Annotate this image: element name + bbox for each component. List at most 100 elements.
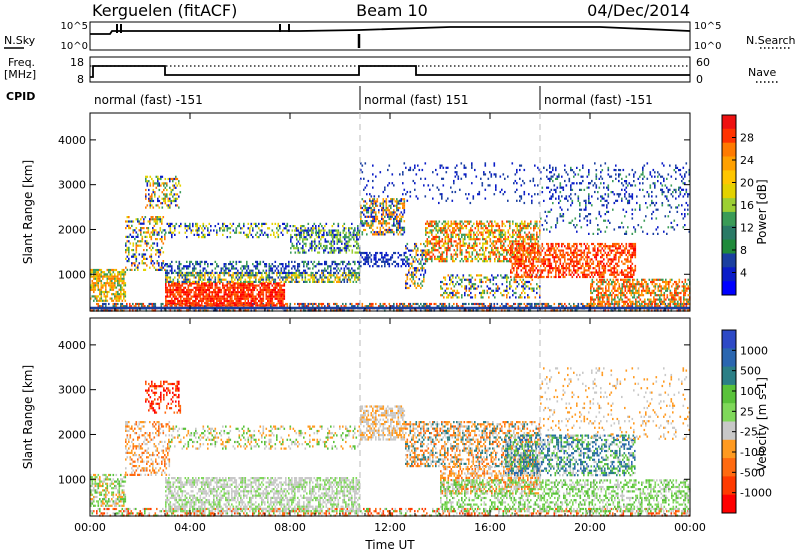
heatmap-cell: [315, 247, 318, 250]
heatmap-cell: [302, 247, 304, 250]
heatmap-cell: [192, 229, 194, 232]
heatmap-cell: [213, 295, 215, 298]
heatmap-cell: [166, 280, 169, 283]
heatmap-cell: [397, 262, 400, 266]
heatmap-cell: [181, 280, 184, 283]
heatmap-cell: [244, 297, 247, 300]
heatmap-cell: [310, 271, 313, 274]
heatmap-cell: [394, 200, 397, 203]
heatmap-cell: [452, 280, 454, 284]
heatmap-cell: [352, 269, 355, 272]
heatmap-cell: [515, 238, 517, 241]
heatmap-cell: [292, 278, 295, 281]
heatmap-cell: [241, 274, 244, 277]
heatmap-cell: [537, 302, 539, 306]
heatmap-cell: [339, 269, 341, 272]
heatmap-cell: [486, 276, 489, 279]
heatmap-cell: [161, 246, 163, 249]
heatmap-cell: [244, 267, 247, 270]
heatmap-cell: [455, 220, 457, 223]
heatmap-cell: [497, 224, 499, 228]
heatmap-cell: [120, 271, 122, 274]
heatmap-cell: [213, 304, 215, 307]
heatmap-cell: [147, 305, 149, 308]
heatmap-cell: [258, 291, 260, 294]
heatmap-cell: [400, 233, 403, 236]
heatmap-cell: [664, 305, 667, 308]
heatmap-cell: [199, 274, 202, 277]
heatmap-cell: [305, 244, 307, 248]
heatmap-cell: [307, 231, 310, 234]
heatmap-cell: [400, 198, 403, 201]
heatmap-cell: [177, 297, 179, 300]
heatmap-cell: [482, 222, 484, 225]
heatmap-cell: [291, 229, 294, 232]
heatmap-cell: [536, 224, 538, 228]
heatmap-cell: [186, 291, 188, 294]
heatmap-cell: [491, 224, 493, 228]
heatmap-cell: [479, 291, 481, 295]
heatmap-cell: [324, 305, 326, 308]
heatmap-cell: [229, 284, 232, 287]
heatmap-cell: [414, 282, 416, 285]
heatmap-cell: [186, 225, 188, 228]
heatmap-cell: [91, 288, 94, 291]
heatmap-cell: [303, 242, 306, 245]
heatmap-cell: [456, 302, 458, 306]
heatmap-cell: [409, 278, 412, 281]
heatmap-cell: [316, 263, 319, 266]
heatmap-cell: [176, 204, 179, 207]
heatmap-cell: [226, 295, 229, 298]
heatmap-cell: [350, 233, 352, 237]
heatmap-cell: [156, 231, 159, 234]
heatmap-cell: [93, 286, 95, 289]
heatmap-cell: [423, 302, 425, 306]
heatmap-cell: [492, 253, 495, 256]
heatmap-cell: [435, 302, 437, 306]
heatmap-cell: [208, 288, 211, 292]
heatmap-cell: [455, 233, 457, 236]
heatmap-cell: [541, 305, 544, 308]
heatmap-cell: [339, 251, 342, 254]
heatmap-cell: [145, 180, 147, 183]
heatmap-cell: [180, 302, 182, 305]
heatmap-cell: [141, 253, 144, 256]
heatmap-cell: [158, 182, 161, 185]
heatmap-cell: [91, 271, 94, 274]
heatmap-cell: [304, 280, 307, 283]
heatmap-cell: [232, 302, 235, 305]
heatmap-cell: [99, 290, 101, 294]
heatmap-cell: [111, 268, 113, 272]
heatmap-cell: [464, 242, 466, 245]
heatmap-cell: [428, 235, 430, 239]
heatmap-cell: [381, 256, 383, 259]
heatmap-cell: [519, 235, 522, 239]
heatmap-cell: [476, 242, 478, 245]
heatmap-cell: [458, 296, 460, 299]
heatmap-cell: [528, 222, 531, 225]
heatmap-cell: [412, 278, 415, 281]
heatmap-cell: [331, 225, 334, 228]
heatmap-cell: [240, 284, 242, 287]
heatmap-cell: [385, 228, 388, 232]
heatmap-cell: [360, 211, 362, 214]
heatmap-cell: [280, 269, 283, 272]
heatmap-cell: [296, 229, 298, 232]
heatmap-cell: [355, 272, 358, 275]
heatmap-cell: [283, 271, 286, 274]
heatmap-cell: [135, 255, 138, 258]
heatmap-cell: [310, 302, 313, 306]
heatmap-cell: [196, 302, 199, 305]
heatmap-cell: [306, 271, 308, 274]
heatmap-cell: [468, 242, 471, 245]
heatmap-cell: [397, 228, 400, 232]
heatmap-cell: [246, 236, 248, 239]
heatmap-cell: [441, 231, 444, 234]
heatmap-cell: [396, 215, 398, 218]
heatmap-cell: [375, 200, 377, 203]
heatmap-cell: [187, 278, 190, 281]
heatmap-cell: [279, 278, 281, 281]
heatmap-cell: [290, 240, 292, 243]
heatmap-cell: [229, 263, 232, 266]
heatmap-cell: [397, 224, 400, 227]
